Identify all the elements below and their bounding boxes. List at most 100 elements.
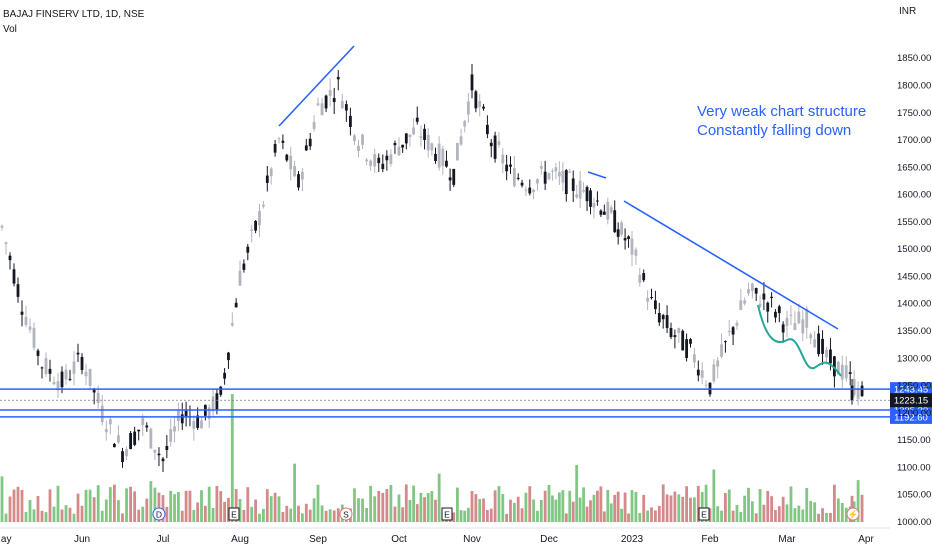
candle-body bbox=[474, 91, 478, 109]
candle-body bbox=[452, 168, 456, 185]
candle-body bbox=[92, 388, 96, 393]
volume-bar bbox=[153, 487, 157, 522]
candle-body bbox=[599, 210, 603, 215]
volume-bar bbox=[437, 473, 441, 522]
candle-body bbox=[4, 242, 8, 245]
volume-bar bbox=[654, 510, 657, 522]
y-tick-label: 1100.00 bbox=[897, 462, 931, 473]
candle-body bbox=[68, 378, 72, 380]
candle-body bbox=[482, 106, 485, 109]
candle-body bbox=[246, 246, 250, 253]
volume-bar bbox=[265, 489, 269, 522]
candle-body bbox=[412, 127, 415, 135]
volume-bar bbox=[620, 508, 624, 522]
candle-body bbox=[578, 180, 582, 199]
volume-bar bbox=[856, 480, 860, 522]
candle-body bbox=[28, 326, 32, 330]
volume-bar bbox=[731, 510, 735, 522]
candle-body bbox=[497, 141, 501, 146]
volume-bar bbox=[524, 492, 528, 522]
volume-bar bbox=[735, 504, 739, 522]
volume-bar bbox=[125, 488, 128, 522]
volume-bar bbox=[589, 500, 592, 522]
event-marker[interactable]: D bbox=[152, 507, 166, 521]
event-marker[interactable]: S bbox=[339, 507, 353, 521]
trend-lines[interactable] bbox=[278, 45, 842, 377]
volume-bar bbox=[277, 496, 281, 522]
candle-body bbox=[96, 392, 100, 404]
marker-label: E bbox=[701, 510, 707, 520]
x-tick-label: Mar bbox=[778, 534, 796, 545]
last-price-label: 1223.15 bbox=[894, 396, 928, 407]
trend-line[interactable] bbox=[623, 200, 839, 330]
candle-body bbox=[153, 449, 157, 453]
trend-line[interactable] bbox=[278, 45, 355, 127]
candle-body bbox=[789, 314, 793, 316]
marker-shape bbox=[698, 507, 710, 521]
candle-body bbox=[589, 190, 592, 207]
price-axis[interactable]: 1000.00 1050.00 1100.00 1150.00 1200.00 1250.… bbox=[897, 53, 931, 528]
volume-bar bbox=[141, 506, 145, 522]
candle-body bbox=[606, 201, 610, 220]
volume-bar bbox=[92, 497, 96, 522]
volume-bar bbox=[452, 512, 456, 522]
candle-body bbox=[557, 172, 561, 177]
chart-annotation[interactable]: Very weak chart structure Constantly fal… bbox=[697, 102, 866, 140]
pattern-curve[interactable] bbox=[757, 304, 842, 377]
volume-bar bbox=[539, 499, 543, 522]
candle-body bbox=[758, 303, 762, 307]
event-marker[interactable]: ⚡ bbox=[846, 507, 860, 521]
candle-body bbox=[250, 229, 254, 231]
candle-body bbox=[551, 170, 554, 172]
time-axis[interactable]: May Jun Jul Aug Sep Oct Nov Dec 2023 Feb Mar Apr bbox=[0, 527, 890, 545]
candle-body bbox=[554, 167, 558, 172]
volume-bar bbox=[758, 489, 762, 522]
candle-body bbox=[215, 393, 219, 410]
candle-body bbox=[211, 396, 215, 412]
event-marker[interactable]: E bbox=[698, 507, 710, 521]
candle-body bbox=[254, 221, 257, 231]
volume-bar bbox=[293, 463, 296, 522]
marker-label: ⚡ bbox=[848, 510, 859, 521]
volume-bar bbox=[377, 491, 381, 522]
candle-body bbox=[8, 255, 12, 261]
volume-bar bbox=[404, 484, 408, 522]
volume-bar bbox=[833, 484, 836, 522]
candle-body bbox=[192, 420, 196, 429]
trend-line[interactable] bbox=[587, 171, 607, 179]
candle-body bbox=[361, 134, 364, 145]
volume-bar bbox=[712, 469, 716, 522]
volume-bar bbox=[121, 513, 124, 522]
volume-bar bbox=[551, 495, 554, 522]
volume-bar bbox=[207, 486, 211, 522]
volume-bar bbox=[844, 507, 848, 522]
candle-body bbox=[489, 142, 493, 147]
volume-bar bbox=[557, 492, 561, 522]
candle-body bbox=[592, 202, 596, 208]
y-tick-label: 1000.00 bbox=[897, 517, 931, 528]
volume-bar bbox=[470, 490, 474, 522]
candle-body bbox=[669, 328, 673, 338]
volume-bar bbox=[813, 502, 817, 522]
candle-body bbox=[165, 445, 169, 451]
candle-body bbox=[543, 171, 547, 184]
volume-bar bbox=[312, 498, 316, 522]
volume-bar bbox=[509, 499, 512, 522]
candle-body bbox=[180, 414, 184, 424]
volume-bar bbox=[192, 509, 196, 522]
volume-bar bbox=[669, 495, 673, 522]
volume-bar bbox=[72, 513, 76, 522]
marker-shape bbox=[339, 507, 353, 521]
event-marker[interactable]: E bbox=[441, 507, 453, 521]
volume-bar bbox=[169, 490, 173, 522]
volume-bar bbox=[28, 500, 32, 522]
candle-body bbox=[840, 364, 844, 380]
volume-bar bbox=[762, 504, 766, 522]
candle-body bbox=[478, 100, 482, 108]
candle-body bbox=[532, 189, 535, 193]
event-marker[interactable]: E bbox=[228, 507, 240, 521]
volume-bar bbox=[673, 491, 677, 522]
candle-body bbox=[817, 333, 820, 355]
